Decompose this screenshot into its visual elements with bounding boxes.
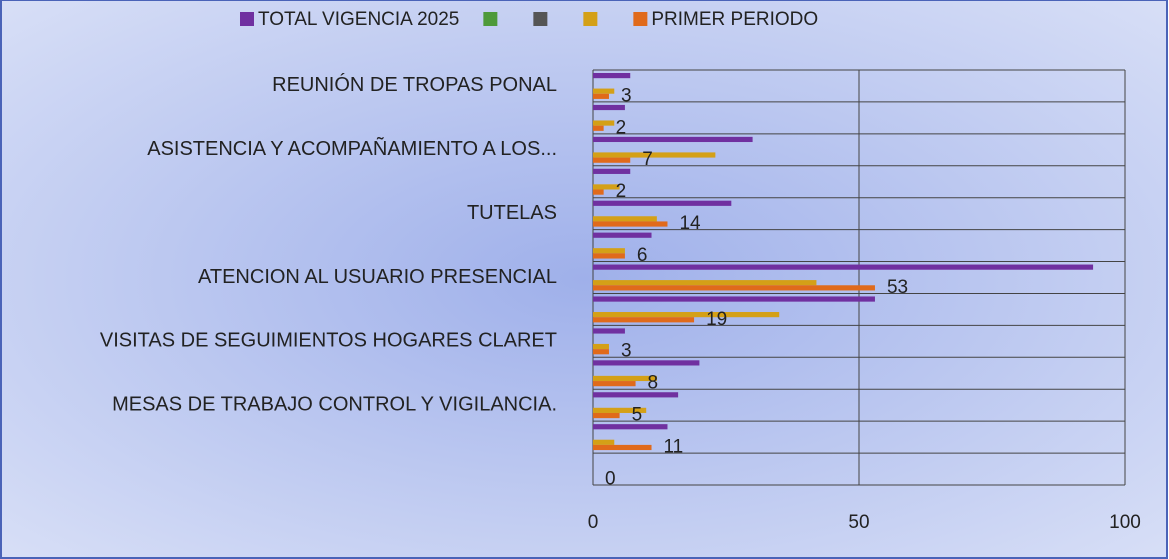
- data-label: 14: [679, 213, 701, 234]
- x-tick-label: 100: [1109, 512, 1141, 533]
- data-label: 2: [616, 181, 627, 202]
- bar: [593, 189, 604, 195]
- bar: [593, 424, 668, 430]
- bar: [593, 125, 604, 131]
- bar: [593, 221, 668, 227]
- bar: [593, 349, 609, 355]
- y-tick-label: MESAS DE TRABAJO CONTROL Y VIGILANCIA.: [112, 393, 557, 415]
- legend-swatch: [633, 12, 648, 26]
- bar: [593, 200, 732, 206]
- bar: [593, 136, 753, 143]
- legend-swatch: [240, 12, 254, 26]
- data-label: 8: [648, 373, 659, 394]
- bar: [593, 73, 631, 79]
- data-label: 5: [632, 405, 643, 426]
- bar: [593, 312, 780, 318]
- bar: [593, 381, 636, 387]
- y-tick-label: TUTELAS: [467, 202, 557, 224]
- bar: [593, 184, 620, 190]
- bar: [593, 248, 625, 254]
- bar: [593, 88, 615, 94]
- data-label: 3: [621, 85, 632, 106]
- data-label: 6: [637, 245, 648, 266]
- bar: [593, 375, 657, 382]
- bar: [593, 104, 625, 111]
- bar: [593, 407, 647, 413]
- legend-swatch: [583, 12, 598, 26]
- legend: TOTAL VIGENCIA 2025 PRIMER PERIODO: [240, 9, 818, 30]
- y-tick-label: VISITAS DE SEGUIMIENTOS HOGARES CLARET: [100, 330, 557, 352]
- bar: [593, 152, 716, 158]
- legend-swatch: [483, 12, 498, 26]
- data-label: 19: [706, 309, 727, 330]
- bar: [593, 120, 615, 126]
- bar: [593, 296, 875, 302]
- legend-swatch: [533, 12, 548, 26]
- data-label: 7: [642, 149, 653, 170]
- bar: [593, 412, 620, 419]
- bar: [593, 232, 652, 238]
- bar: [593, 253, 625, 259]
- bar: [593, 168, 631, 174]
- y-tick-label: ASISTENCIA Y ACOMPAÑAMIENTO A LOS...: [147, 136, 557, 160]
- bar: [593, 264, 1094, 270]
- data-label: 0: [605, 468, 616, 489]
- bar: [593, 317, 695, 323]
- bar: [593, 93, 609, 99]
- bar: [593, 439, 615, 445]
- bar: [593, 360, 700, 366]
- bar: [593, 343, 609, 350]
- data-label: 2: [616, 117, 627, 138]
- bar: [593, 392, 679, 398]
- y-tick-label: ATENCION AL USUARIO PRESENCIAL: [198, 266, 557, 288]
- bar: [593, 328, 625, 334]
- y-tick-label: REUNIÓN DE TROPAS PONAL: [272, 73, 557, 96]
- legend-label: PRIMER PERIODO: [651, 9, 818, 30]
- bar: [593, 280, 817, 286]
- bar: [593, 157, 631, 163]
- bar: [593, 285, 875, 291]
- data-label: 53: [887, 277, 908, 298]
- x-tick-label: 0: [588, 512, 599, 533]
- bar: [593, 216, 657, 222]
- data-label: 3: [621, 341, 632, 362]
- x-tick-label: 50: [848, 512, 869, 533]
- data-label: 11: [664, 437, 684, 458]
- bar: [593, 444, 652, 451]
- legend-label: TOTAL VIGENCIA 2025: [258, 9, 459, 30]
